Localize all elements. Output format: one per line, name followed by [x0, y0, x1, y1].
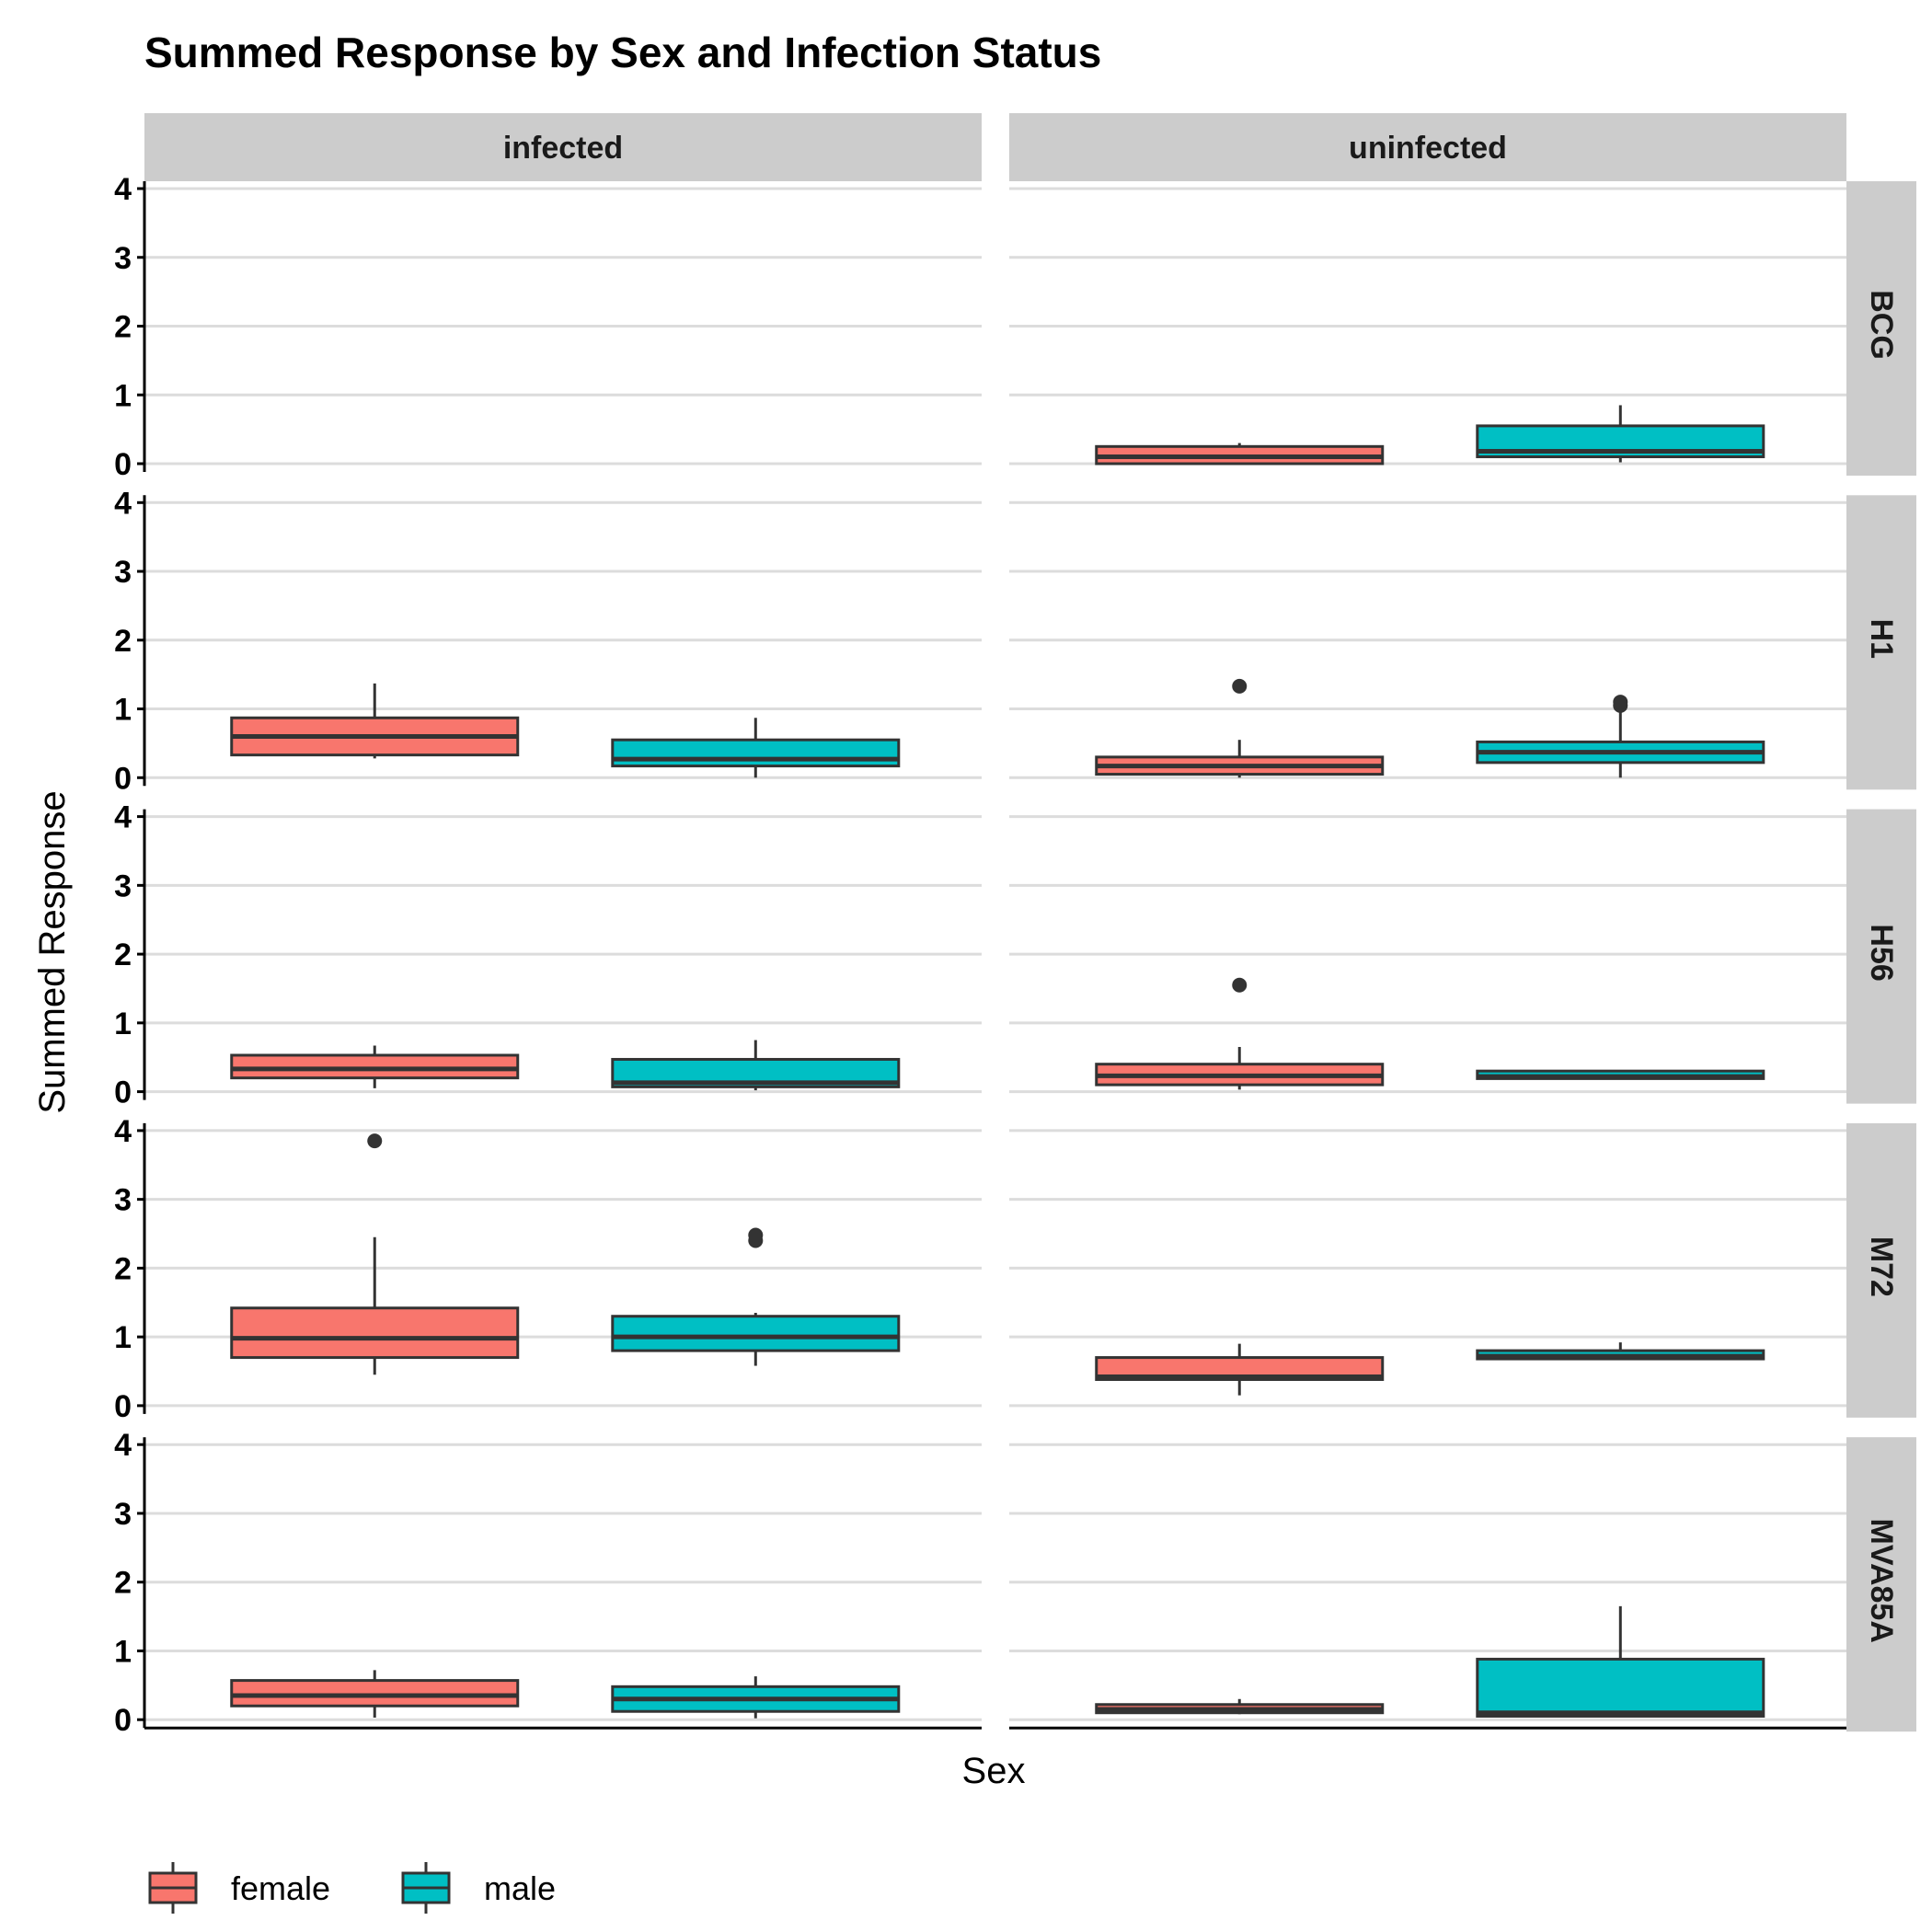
- y-tick-label: 4: [114, 800, 132, 835]
- y-tick-label: 3: [114, 1497, 132, 1532]
- legend-label: female: [231, 1869, 330, 1907]
- column-strip-uninfected: [1009, 113, 1846, 181]
- legend-item-female: female: [148, 1862, 330, 1914]
- column-strip-label: uninfected: [1349, 131, 1507, 166]
- outlier-point: [748, 1227, 764, 1243]
- boxplot-H56-infected-female: [230, 1045, 520, 1088]
- chart-title: Summed Response by Sex and Infection Sta…: [144, 29, 1101, 76]
- y-tick-label: 1: [114, 693, 132, 728]
- row-strip-MVA85A: [1846, 1437, 1916, 1732]
- x-axis-title: Sex: [962, 1751, 1026, 1791]
- boxplot-MVA85A-infected-male: [611, 1676, 901, 1719]
- boxplot-H56-uninfected-male: [1476, 1069, 1765, 1080]
- legend: female male: [148, 1862, 556, 1914]
- y-tick-label: 1: [114, 1320, 132, 1355]
- column-strip-label: infected: [503, 131, 623, 166]
- row-strip-H1: [1846, 495, 1916, 790]
- box-iqr: [230, 1679, 520, 1708]
- row-strip-label: BCG: [1864, 290, 1899, 360]
- boxplot-M72-infected-female: [230, 1133, 520, 1375]
- row-strip-H56: [1846, 809, 1916, 1104]
- y-tick-label: 0: [114, 1389, 132, 1424]
- y-tick-label: 0: [114, 761, 132, 796]
- y-tick-label: 2: [114, 937, 132, 972]
- boxplot-MVA85A-infected-female: [230, 1670, 520, 1718]
- y-tick-label: 4: [114, 1428, 132, 1463]
- y-tick-label: 0: [114, 1075, 132, 1110]
- y-tick-label: 3: [114, 868, 132, 903]
- y-tick-label: 2: [114, 1566, 132, 1601]
- y-tick-label: 2: [114, 624, 132, 659]
- boxplot-H56-uninfected-female: [1095, 977, 1385, 1090]
- y-tick-label: 4: [114, 486, 132, 521]
- boxplot-M72-infected-male: [611, 1227, 901, 1366]
- outlier-point: [1613, 695, 1628, 710]
- y-tick-label: 1: [114, 1006, 132, 1041]
- box-iqr: [611, 738, 901, 768]
- box-iqr: [230, 1053, 520, 1080]
- y-tick-label: 0: [114, 1703, 132, 1738]
- y-tick-label: 1: [114, 1634, 132, 1669]
- boxplot-H56-infected-male: [611, 1040, 901, 1091]
- y-axis-title: Summed Response: [32, 790, 73, 1113]
- row-strip-M72: [1846, 1122, 1916, 1418]
- y-tick-label: 3: [114, 1183, 132, 1218]
- column-strip-infected: [144, 113, 982, 181]
- boxplot-H1-uninfected-female: [1095, 678, 1385, 778]
- box-iqr: [611, 1315, 901, 1352]
- y-tick-label: 1: [114, 378, 132, 413]
- y-tick-label: 0: [114, 447, 132, 482]
- legend-item-male: male: [401, 1862, 556, 1914]
- outlier-point: [367, 1133, 383, 1149]
- boxplot-H1-infected-female: [230, 683, 520, 759]
- box-iqr: [230, 1306, 520, 1360]
- row-strip-label: H56: [1864, 924, 1899, 981]
- boxplot-M72-uninfected-male: [1476, 1342, 1765, 1361]
- panels-layer: infected uninfected BCG 0 1 2 3 4 H1 0 1 2 3 4 H56 0 1 2 3…: [114, 113, 1916, 1738]
- row-strip-label: H1: [1864, 619, 1899, 659]
- boxplot-BCG-uninfected-female: [1095, 443, 1385, 466]
- legend-label: male: [484, 1869, 556, 1907]
- box-iqr: [1095, 1356, 1385, 1381]
- row-strip-label: MVA85A: [1864, 1518, 1899, 1642]
- y-tick-label: 3: [114, 555, 132, 590]
- y-tick-label: 4: [114, 172, 132, 207]
- boxplot-BCG-uninfected-male: [1476, 405, 1765, 463]
- y-tick-label: 4: [114, 1114, 132, 1149]
- y-tick-label: 3: [114, 241, 132, 276]
- boxplot-H1-uninfected-male: [1476, 695, 1765, 778]
- boxplot-H1-infected-male: [611, 718, 901, 778]
- outlier-point: [1232, 977, 1248, 993]
- row-strip-BCG: [1846, 181, 1916, 476]
- outlier-point: [1232, 678, 1248, 694]
- boxplot-MVA85A-uninfected-male: [1476, 1605, 1765, 1718]
- boxplot-MVA85A-uninfected-female: [1095, 1698, 1385, 1715]
- y-tick-label: 2: [114, 1251, 132, 1286]
- box-iqr: [1476, 1657, 1765, 1718]
- boxplot-M72-uninfected-female: [1095, 1343, 1385, 1396]
- row-strip-label: M72: [1864, 1236, 1899, 1297]
- y-tick-label: 2: [114, 310, 132, 345]
